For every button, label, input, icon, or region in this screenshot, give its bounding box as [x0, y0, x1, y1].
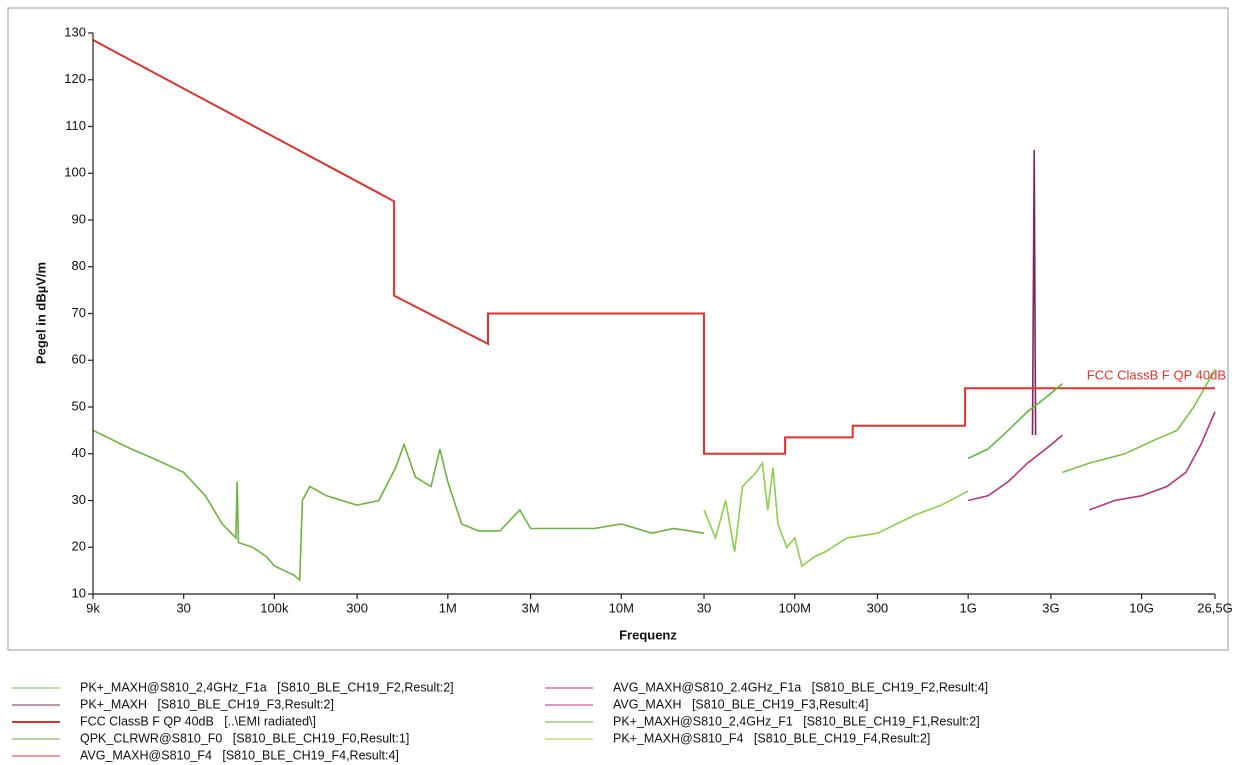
x-tick-label: 1G [959, 600, 976, 615]
series-line [967, 434, 1064, 502]
series-line [92, 429, 705, 582]
y-tick-label: 130 [64, 24, 86, 39]
legend-label: AVG_MAXH@S810_F4 [S810_BLE_CH19_F4,Resul… [80, 748, 399, 762]
legend-label: QPK_CLRWR@S810_F0 [S810_BLE_CH19_F0,Resu… [80, 731, 409, 745]
legend-label: AVG_MAXH@S810_2.4GHz_F1a [S810_BLE_CH19_… [613, 680, 988, 694]
x-tick-label: 1M [439, 600, 457, 615]
x-tick-label: 10M [609, 600, 634, 615]
x-tick-label: 3G [1042, 600, 1059, 615]
series-line [92, 39, 1215, 455]
y-tick-label: 50 [72, 398, 86, 413]
legend-label: FCC ClassB F QP 40dB [..\EMI radiated\] [80, 714, 316, 728]
x-tick-label: 10G [1129, 600, 1154, 615]
y-tick-label: 90 [72, 211, 86, 226]
legend-label: PK+_MAXH@S810_2,4GHz_F1a [S810_BLE_CH19_… [80, 680, 454, 694]
series-line [1089, 411, 1216, 511]
series-line [1062, 369, 1216, 474]
y-tick-label: 80 [72, 258, 86, 273]
series-line [967, 382, 1064, 460]
x-tick-label: 9k [86, 600, 100, 615]
y-tick-label: 100 [64, 165, 86, 180]
y-axis-label: Pegel in dBµV/m [33, 262, 48, 364]
x-tick-label: 300 [346, 600, 368, 615]
legend-label: AVG_MAXH [S810_BLE_CH19_F3,Result:4] [613, 697, 868, 711]
x-tick-label: 30 [176, 600, 190, 615]
frame [7, 7, 1229, 651]
y-tick-label: 20 [72, 539, 86, 554]
y-tick-label: 60 [72, 352, 86, 367]
y-tick-label: 110 [65, 118, 86, 133]
x-tick-label: 3M [522, 600, 540, 615]
annotation: FCC ClassB F QP 40dB [1087, 367, 1226, 382]
legend-label: PK+_MAXH@S810_F4 [S810_BLE_CH19_F4,Resul… [613, 731, 930, 745]
x-axis-label: Frequenz [619, 627, 677, 642]
x-tick-label: 100M [778, 600, 811, 615]
x-tick-label: 100k [260, 600, 289, 615]
series-line [1031, 149, 1037, 436]
y-tick-label: 10 [72, 585, 86, 600]
y-tick-label: 40 [72, 445, 86, 460]
series-line [703, 460, 969, 568]
legend-label: PK+_MAXH@S810_2,4GHz_F1 [S810_BLE_CH19_F… [613, 714, 980, 728]
legend-label: PK+_MAXH [S810_BLE_CH19_F3,Result:2] [80, 697, 334, 711]
y-tick-label: 120 [64, 71, 86, 86]
y-tick-label: 70 [72, 305, 86, 320]
x-tick-label: 30 [697, 600, 711, 615]
x-tick-label: 26,5G [1197, 600, 1232, 615]
y-tick-label: 30 [72, 492, 86, 507]
x-tick-label: 300 [867, 600, 889, 615]
